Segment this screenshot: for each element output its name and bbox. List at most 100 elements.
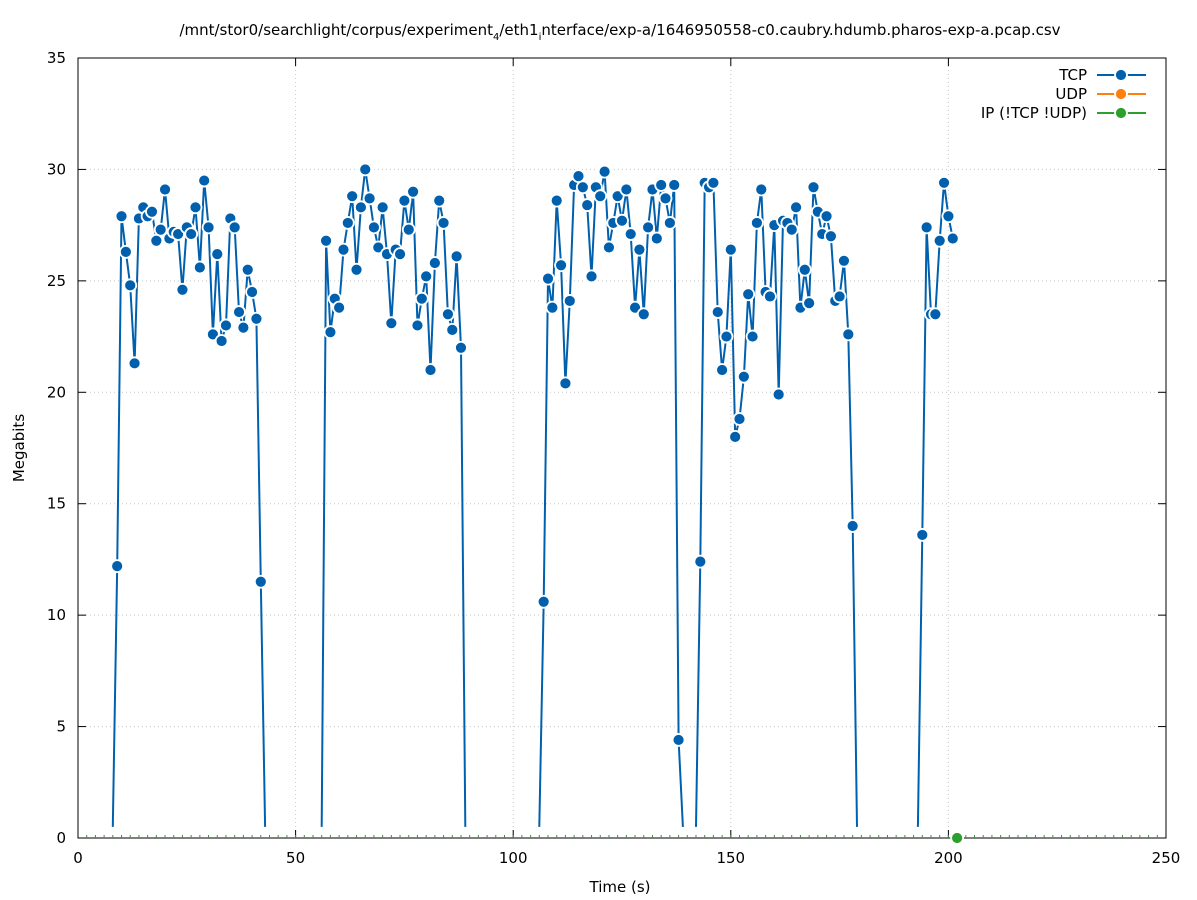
data-point: [227, 220, 242, 235]
data-point: [771, 387, 786, 402]
data-point: [819, 209, 834, 224]
x-tick-label: 250: [1152, 849, 1181, 867]
data-point: [123, 278, 138, 293]
data-point: [127, 356, 142, 371]
data-point: [188, 200, 203, 215]
axis-ticks: 0 50 100 150 200 250 0 5 10 15 20 25 30 35: [47, 49, 1180, 867]
data-point: [158, 182, 172, 197]
data-point: [219, 318, 233, 333]
data-point: [719, 329, 734, 344]
data-point: [340, 216, 355, 230]
x-tick-label: 50: [286, 849, 305, 867]
data-point: [423, 363, 438, 377]
data-point: [545, 300, 560, 315]
data-point: [549, 193, 564, 208]
data-point: [149, 233, 164, 248]
data-point: [118, 244, 133, 259]
data-point: [932, 233, 947, 248]
data-point: [715, 363, 729, 377]
x-tick-label: 0: [73, 849, 83, 867]
data-point: [445, 322, 460, 337]
data-point: [789, 200, 803, 215]
data-point: [201, 220, 216, 235]
data-point: [319, 233, 333, 248]
data-point: [619, 182, 634, 197]
data-point: [253, 574, 268, 589]
data-point: [802, 296, 817, 311]
data-point: [210, 247, 225, 262]
data-point: [945, 231, 960, 246]
data-point: [928, 307, 943, 322]
data-point: [362, 191, 377, 206]
y-tick-label: 5: [56, 718, 66, 736]
data-point: [236, 320, 251, 335]
data-point: [649, 231, 664, 246]
data-point: [736, 369, 751, 384]
data-point: [837, 253, 851, 268]
y-tick-label: 30: [47, 160, 66, 178]
y-tick-label: 10: [47, 606, 66, 624]
data-point: [710, 305, 725, 319]
data-point: [593, 189, 608, 204]
data-point: [554, 258, 568, 273]
y-axis-label: Megabits: [10, 414, 28, 482]
data-point: [797, 262, 812, 277]
data-point: [214, 334, 229, 348]
chart-title: /mnt/stor0/searchlight/corpus/experiment…: [179, 21, 1060, 43]
data-point: [432, 193, 447, 208]
data-point: [541, 271, 555, 286]
series-line: [538, 171, 684, 827]
data-point: [414, 291, 429, 306]
data-point: [114, 209, 129, 224]
data-point: [723, 242, 738, 257]
data-point: [763, 289, 777, 304]
data-point: [153, 222, 168, 237]
x-axis-label: Time (s): [589, 878, 651, 896]
data-point: [454, 340, 468, 355]
data-point: [349, 262, 364, 277]
data-point: [636, 307, 651, 322]
data-point: [332, 300, 347, 315]
data-point: [615, 213, 629, 228]
data-point: [401, 222, 416, 237]
data-point: [941, 209, 956, 224]
data-point: [667, 178, 682, 192]
data-point: [584, 269, 599, 284]
data-point: [580, 198, 595, 212]
data-point: [375, 200, 390, 215]
x-minor-ticks: [86, 835, 1158, 838]
y-tick-label: 0: [56, 829, 66, 847]
data-point: [245, 285, 259, 299]
data-point: [410, 318, 425, 333]
data-point: [367, 220, 381, 235]
data-point: [784, 222, 799, 237]
data-point: [419, 269, 434, 284]
data-point: [449, 249, 464, 264]
x-tick-label: 200: [934, 849, 963, 867]
data-point: [145, 204, 159, 219]
data-point: [353, 200, 368, 215]
data-point: [571, 169, 586, 184]
data-point: [623, 227, 638, 241]
data-point: [832, 289, 847, 304]
data-point: [345, 189, 360, 204]
y-tick-label: 15: [47, 495, 66, 513]
data-point: [750, 216, 764, 230]
data-point: [741, 287, 756, 302]
grid-lines: [78, 58, 1166, 838]
data-point: [232, 305, 246, 319]
data-point: [706, 175, 721, 190]
data-point: [249, 311, 264, 326]
series-ip-tcp-udp: [950, 831, 965, 845]
data-point: [845, 519, 860, 533]
series-tcp: [110, 162, 960, 827]
data-point: [950, 831, 965, 845]
data-point: [745, 329, 760, 344]
data-point: [937, 175, 951, 190]
data-point: [358, 162, 373, 177]
series-line: [320, 169, 467, 827]
data-point: [728, 429, 743, 444]
y-tick-label: 25: [47, 272, 66, 290]
